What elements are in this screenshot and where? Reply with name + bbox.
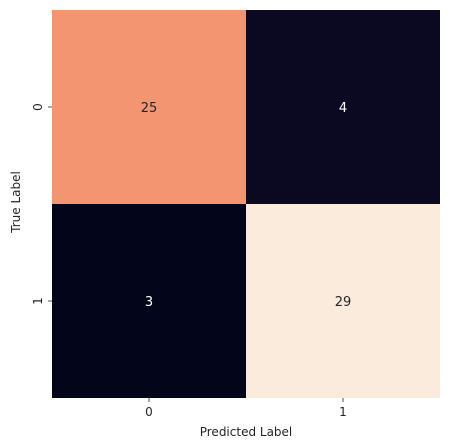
heatmap-cell-r1-c0 — [52, 204, 246, 398]
y-tick-label-1: 1 — [31, 297, 45, 305]
cell-value-r1-c1: 29 — [335, 295, 352, 310]
x-tick-label-0: 0 — [145, 405, 153, 419]
heatmap-cell-r1-c1 — [246, 204, 440, 398]
cell-value-r0-c1: 4 — [339, 101, 347, 116]
heatmap-cell-r0-c0 — [52, 10, 246, 204]
cell-value-labels: 25 4 3 29 — [141, 101, 352, 310]
x-axis-label: Predicted Label — [200, 425, 293, 439]
y-axis-ticks: 01 — [31, 103, 52, 305]
y-tick-label-0: 0 — [31, 103, 45, 111]
heatmap-cell-r0-c1 — [246, 10, 440, 204]
x-tick-label-1: 1 — [339, 405, 347, 419]
y-axis-label: True Label — [9, 171, 23, 234]
cell-value-r1-c0: 3 — [145, 295, 153, 310]
heatmap-cells — [52, 10, 440, 398]
cell-value-r0-c0: 25 — [141, 101, 158, 116]
